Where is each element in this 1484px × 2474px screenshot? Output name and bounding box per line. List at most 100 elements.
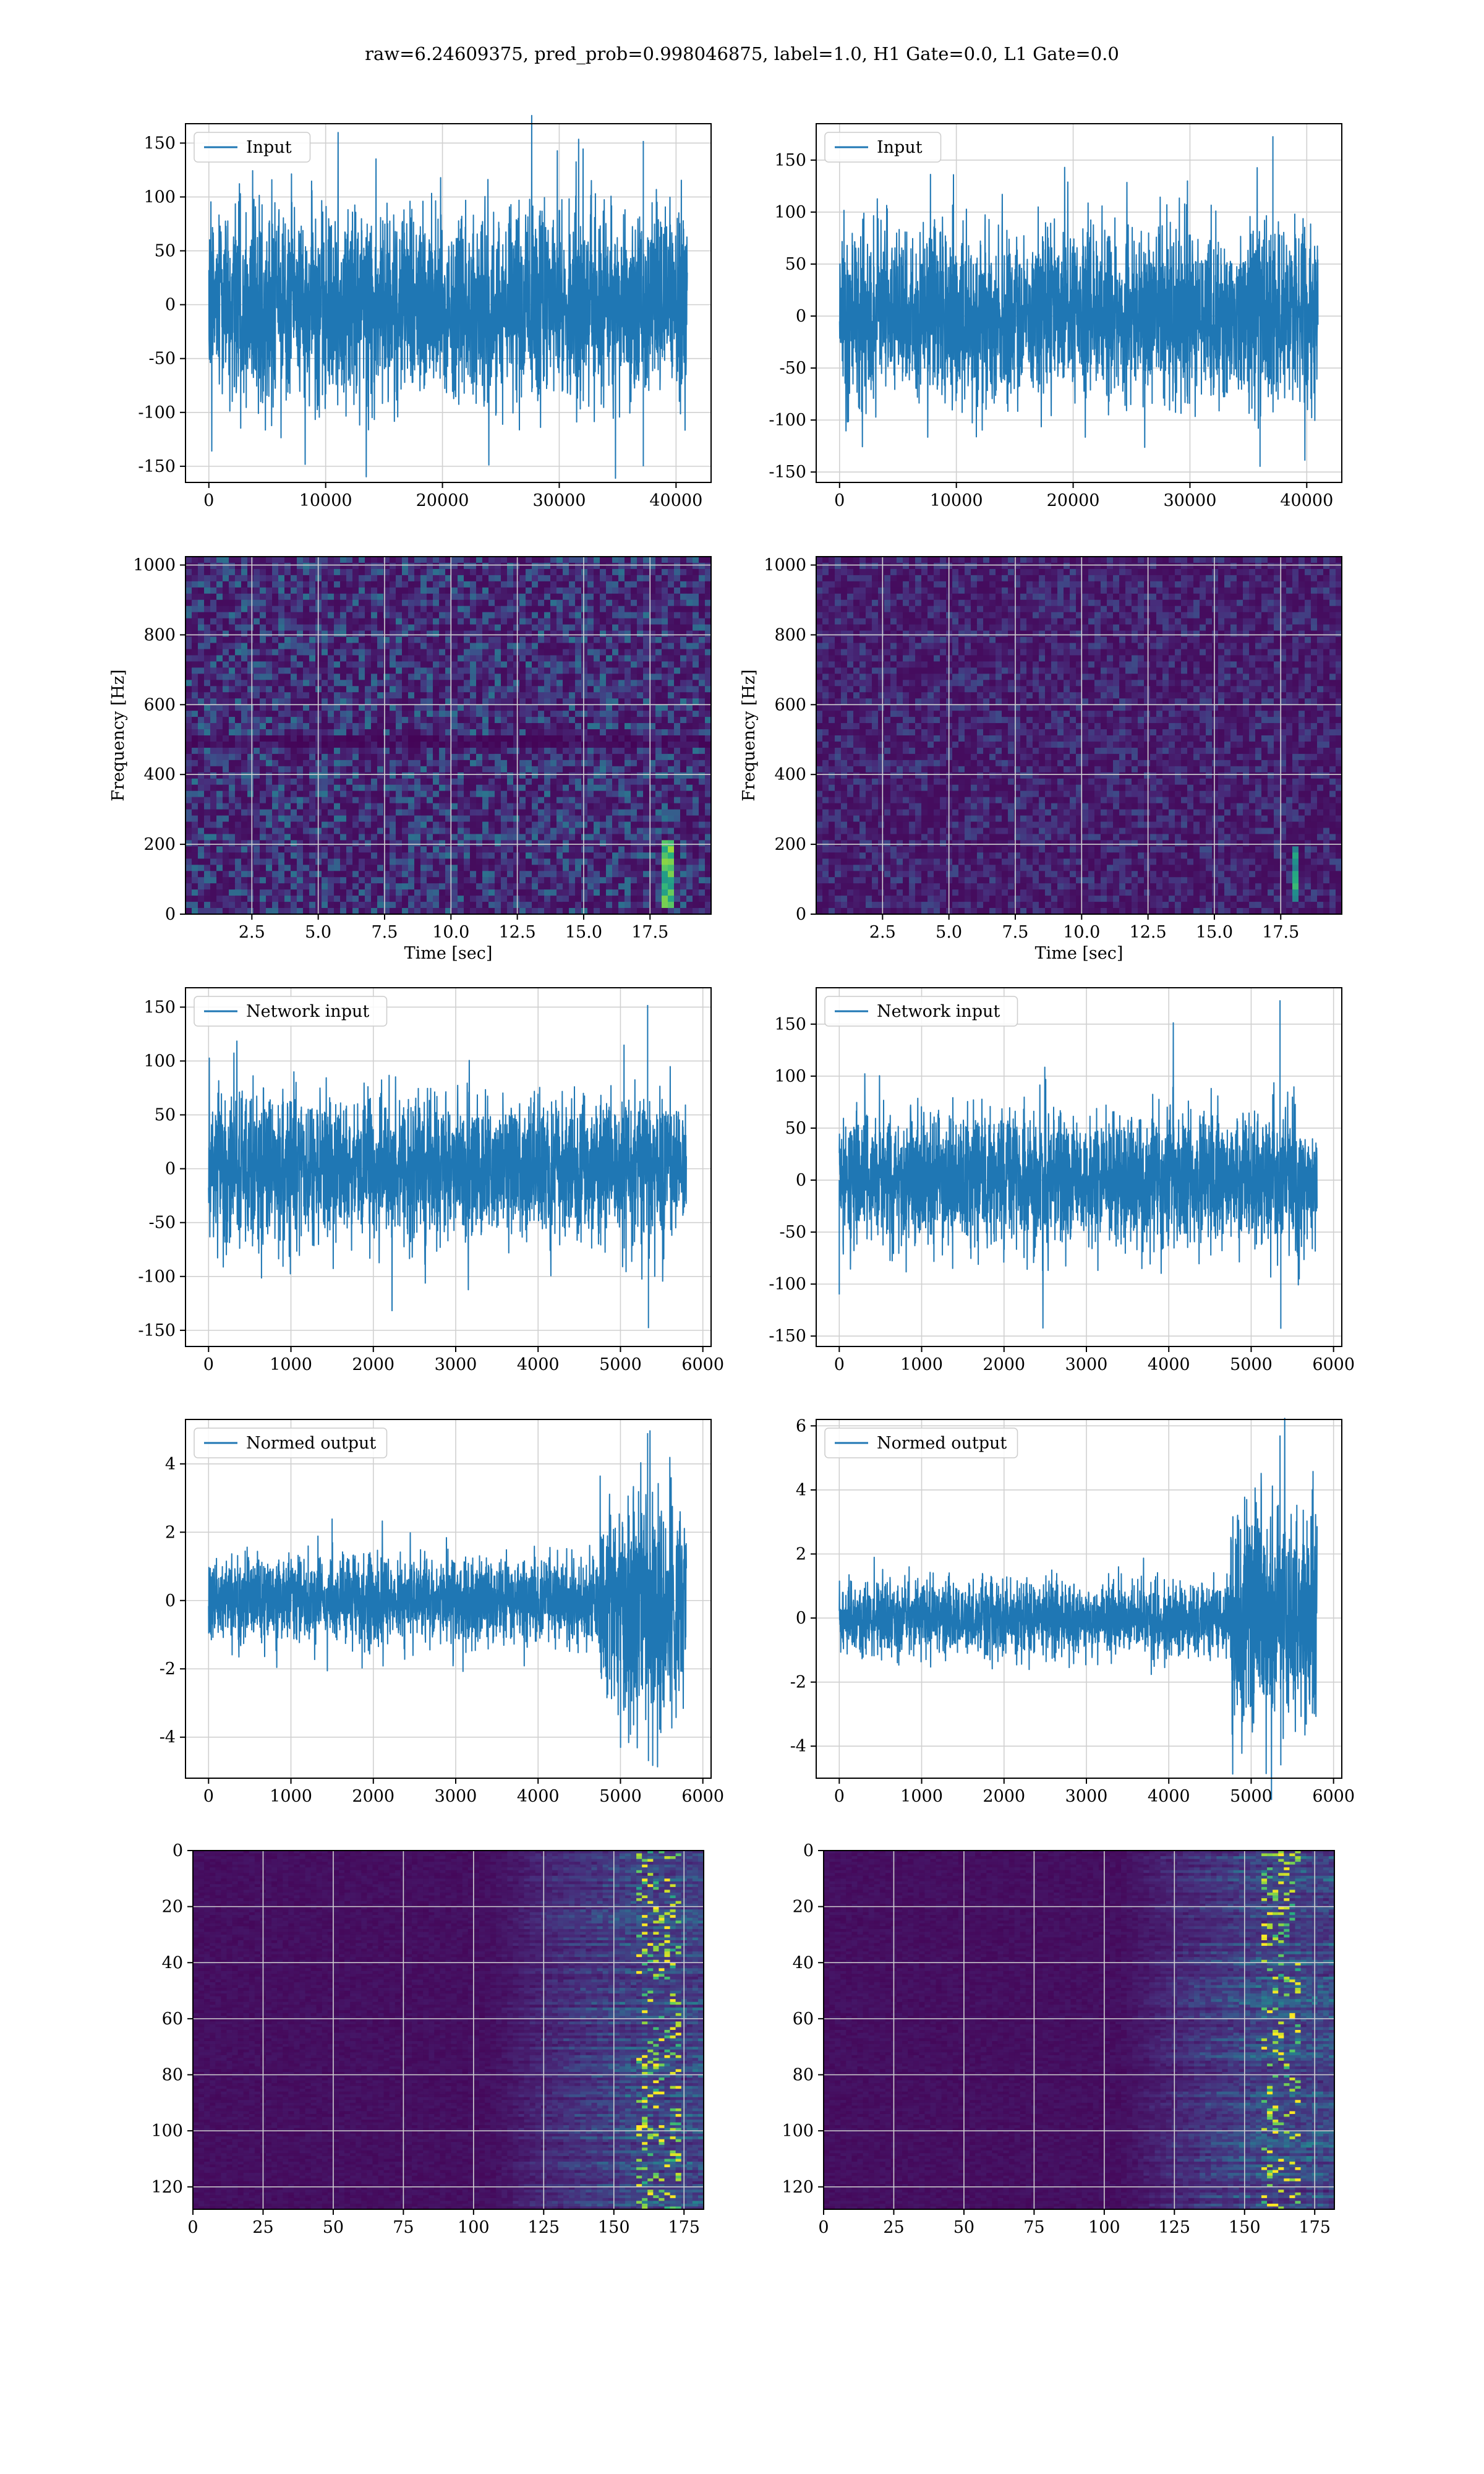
x-tick-label: 10000 — [930, 491, 983, 510]
y-axis-label: Frequency [Hz] — [740, 669, 759, 801]
y-tick-label: 150 — [774, 1015, 806, 1034]
x-tick-label: 3000 — [1065, 1787, 1108, 1806]
x-tick-label: 50 — [953, 2218, 974, 2237]
x-tick-label: 30000 — [532, 491, 586, 510]
x-tick-label: 4000 — [517, 1355, 560, 1374]
signal-trace — [839, 1418, 1317, 1799]
feature-map-image — [193, 1851, 704, 2210]
x-tick-label: 5000 — [599, 1787, 642, 1806]
x-tick-label: 3000 — [1065, 1355, 1108, 1374]
x-tick-label: 20000 — [416, 491, 469, 510]
l1-input-chart: 0 10000 20000 30000 40000-150-100-5005010015… — [769, 124, 1342, 510]
x-tick-label: 17.5 — [1262, 923, 1299, 942]
y-tick-label: 600 — [143, 695, 176, 714]
x-tick-label: 2000 — [352, 1355, 394, 1374]
x-tick-label: 0 — [834, 1355, 845, 1374]
x-tick-label: 10.0 — [1063, 923, 1100, 942]
x-tick-label: 5.0 — [305, 923, 331, 942]
y-tick-label: 0 — [796, 307, 806, 326]
x-tick-label: 4000 — [1148, 1787, 1190, 1806]
y-tick-label: 400 — [774, 765, 806, 784]
y-tick-label: 4 — [796, 1481, 806, 1500]
x-tick-label: 2000 — [352, 1787, 394, 1806]
x-tick-label: 12.5 — [499, 923, 536, 942]
x-tick-label: 75 — [393, 2218, 414, 2237]
x-tick-label: 75 — [1023, 2218, 1044, 2237]
x-axis-label: Time [sec] — [1035, 944, 1124, 963]
signal-trace — [840, 136, 1318, 467]
y-tick-label: 0 — [165, 296, 176, 315]
y-tick-label: -100 — [769, 411, 806, 430]
x-tick-label: 3000 — [435, 1787, 477, 1806]
y-tick-label: 120 — [151, 2178, 183, 2197]
x-tick-label: 7.5 — [1002, 923, 1028, 942]
x-tick-label: 0 — [834, 491, 845, 510]
x-tick-label: 175 — [668, 2218, 700, 2237]
y-tick-label: 0 — [796, 1609, 806, 1628]
y-tick-label: 800 — [774, 625, 806, 644]
y-tick-label: 200 — [774, 835, 806, 854]
h1-spectrogram-chart: 2.5 5.0 7.5 10.0 12.5 15.0 17.5020040060080010… — [109, 556, 712, 963]
y-tick-label: 150 — [774, 151, 806, 170]
y-tick-label: -4 — [790, 1737, 806, 1756]
y-tick-label: 80 — [793, 2066, 814, 2085]
x-tick-label: 5000 — [1230, 1787, 1273, 1806]
l1-network-input-chart: 0 1000 2000 3000 4000 5000 6000-150-100-500501… — [769, 988, 1355, 1374]
x-tick-label: 7.5 — [371, 923, 398, 942]
l1-spectrogram-chart: 2.5 5.0 7.5 10.0 12.5 15.0 17.5020040060080010… — [740, 556, 1342, 963]
x-tick-label: 1000 — [900, 1355, 943, 1374]
x-tick-label: 125 — [528, 2218, 560, 2237]
y-tick-label: 0 — [796, 1171, 806, 1190]
y-tick-label: 60 — [162, 2010, 183, 2029]
x-tick-label: 1000 — [900, 1787, 943, 1806]
y-tick-label: 100 — [143, 1051, 176, 1071]
y-tick-label: 50 — [155, 242, 176, 261]
y-tick-label: 150 — [143, 998, 176, 1017]
x-tick-label: 4000 — [1148, 1355, 1190, 1374]
x-tick-label: 5000 — [599, 1355, 642, 1374]
y-tick-label: -150 — [769, 463, 806, 482]
legend-label: Input — [246, 138, 292, 157]
x-tick-label: 6000 — [1312, 1355, 1355, 1374]
x-tick-label: 100 — [1088, 2218, 1120, 2237]
x-tick-label: 2000 — [983, 1355, 1025, 1374]
x-tick-label: 50 — [323, 2218, 344, 2237]
y-tick-label: -100 — [138, 403, 176, 422]
legend-label: Input — [877, 138, 923, 157]
signal-trace — [839, 1000, 1317, 1329]
x-tick-label: 100 — [458, 2218, 490, 2237]
x-tick-label: 0 — [818, 2218, 829, 2237]
l1-normed-output-chart: 0 1000 2000 3000 4000 5000 6000-4-20246Normed … — [790, 1416, 1355, 1806]
x-tick-label: 3000 — [435, 1355, 477, 1374]
x-tick-label: 10.0 — [432, 923, 469, 942]
legend-label: Network input — [877, 1002, 1000, 1021]
x-tick-label: 15.0 — [1196, 923, 1233, 942]
signal-trace — [208, 1005, 686, 1328]
spectrogram-image — [186, 557, 712, 915]
x-tick-label: 20000 — [1047, 491, 1100, 510]
x-tick-label: 25 — [252, 2218, 273, 2237]
spectrogram-image — [816, 557, 1342, 915]
y-tick-label: 0 — [165, 905, 176, 924]
y-tick-label: -50 — [780, 1223, 806, 1242]
x-tick-label: 0 — [203, 491, 214, 510]
h1-input-chart: 0 10000 20000 30000 40000-150-100-5005010015… — [138, 116, 711, 510]
y-tick-label: 200 — [143, 835, 176, 854]
signal-trace — [209, 116, 688, 479]
x-tick-label: 175 — [1298, 2218, 1331, 2237]
x-tick-label: 1000 — [270, 1355, 312, 1374]
y-tick-label: 6 — [796, 1416, 806, 1436]
x-axis-label: Time [sec] — [404, 944, 493, 963]
y-tick-label: 100 — [151, 2121, 183, 2141]
x-tick-label: 30000 — [1163, 491, 1216, 510]
legend-label: Normed output — [246, 1434, 376, 1453]
y-tick-label: 100 — [774, 1067, 806, 1086]
y-tick-label: 2 — [165, 1523, 176, 1542]
y-tick-label: -2 — [160, 1659, 176, 1679]
x-tick-label: 40000 — [649, 491, 702, 510]
x-tick-label: 0 — [203, 1787, 214, 1806]
x-tick-label: 40000 — [1280, 491, 1333, 510]
x-tick-label: 15.0 — [565, 923, 602, 942]
x-tick-label: 6000 — [1312, 1787, 1355, 1806]
y-tick-label: 100 — [782, 2121, 814, 2141]
